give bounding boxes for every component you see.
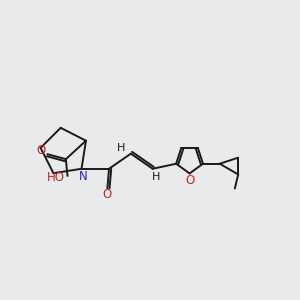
Text: HO: HO	[47, 171, 65, 184]
Text: O: O	[102, 188, 111, 201]
Text: N: N	[79, 169, 88, 183]
Text: O: O	[185, 174, 194, 187]
Text: H: H	[117, 142, 126, 153]
Text: H: H	[152, 172, 160, 182]
Text: O: O	[37, 144, 46, 157]
